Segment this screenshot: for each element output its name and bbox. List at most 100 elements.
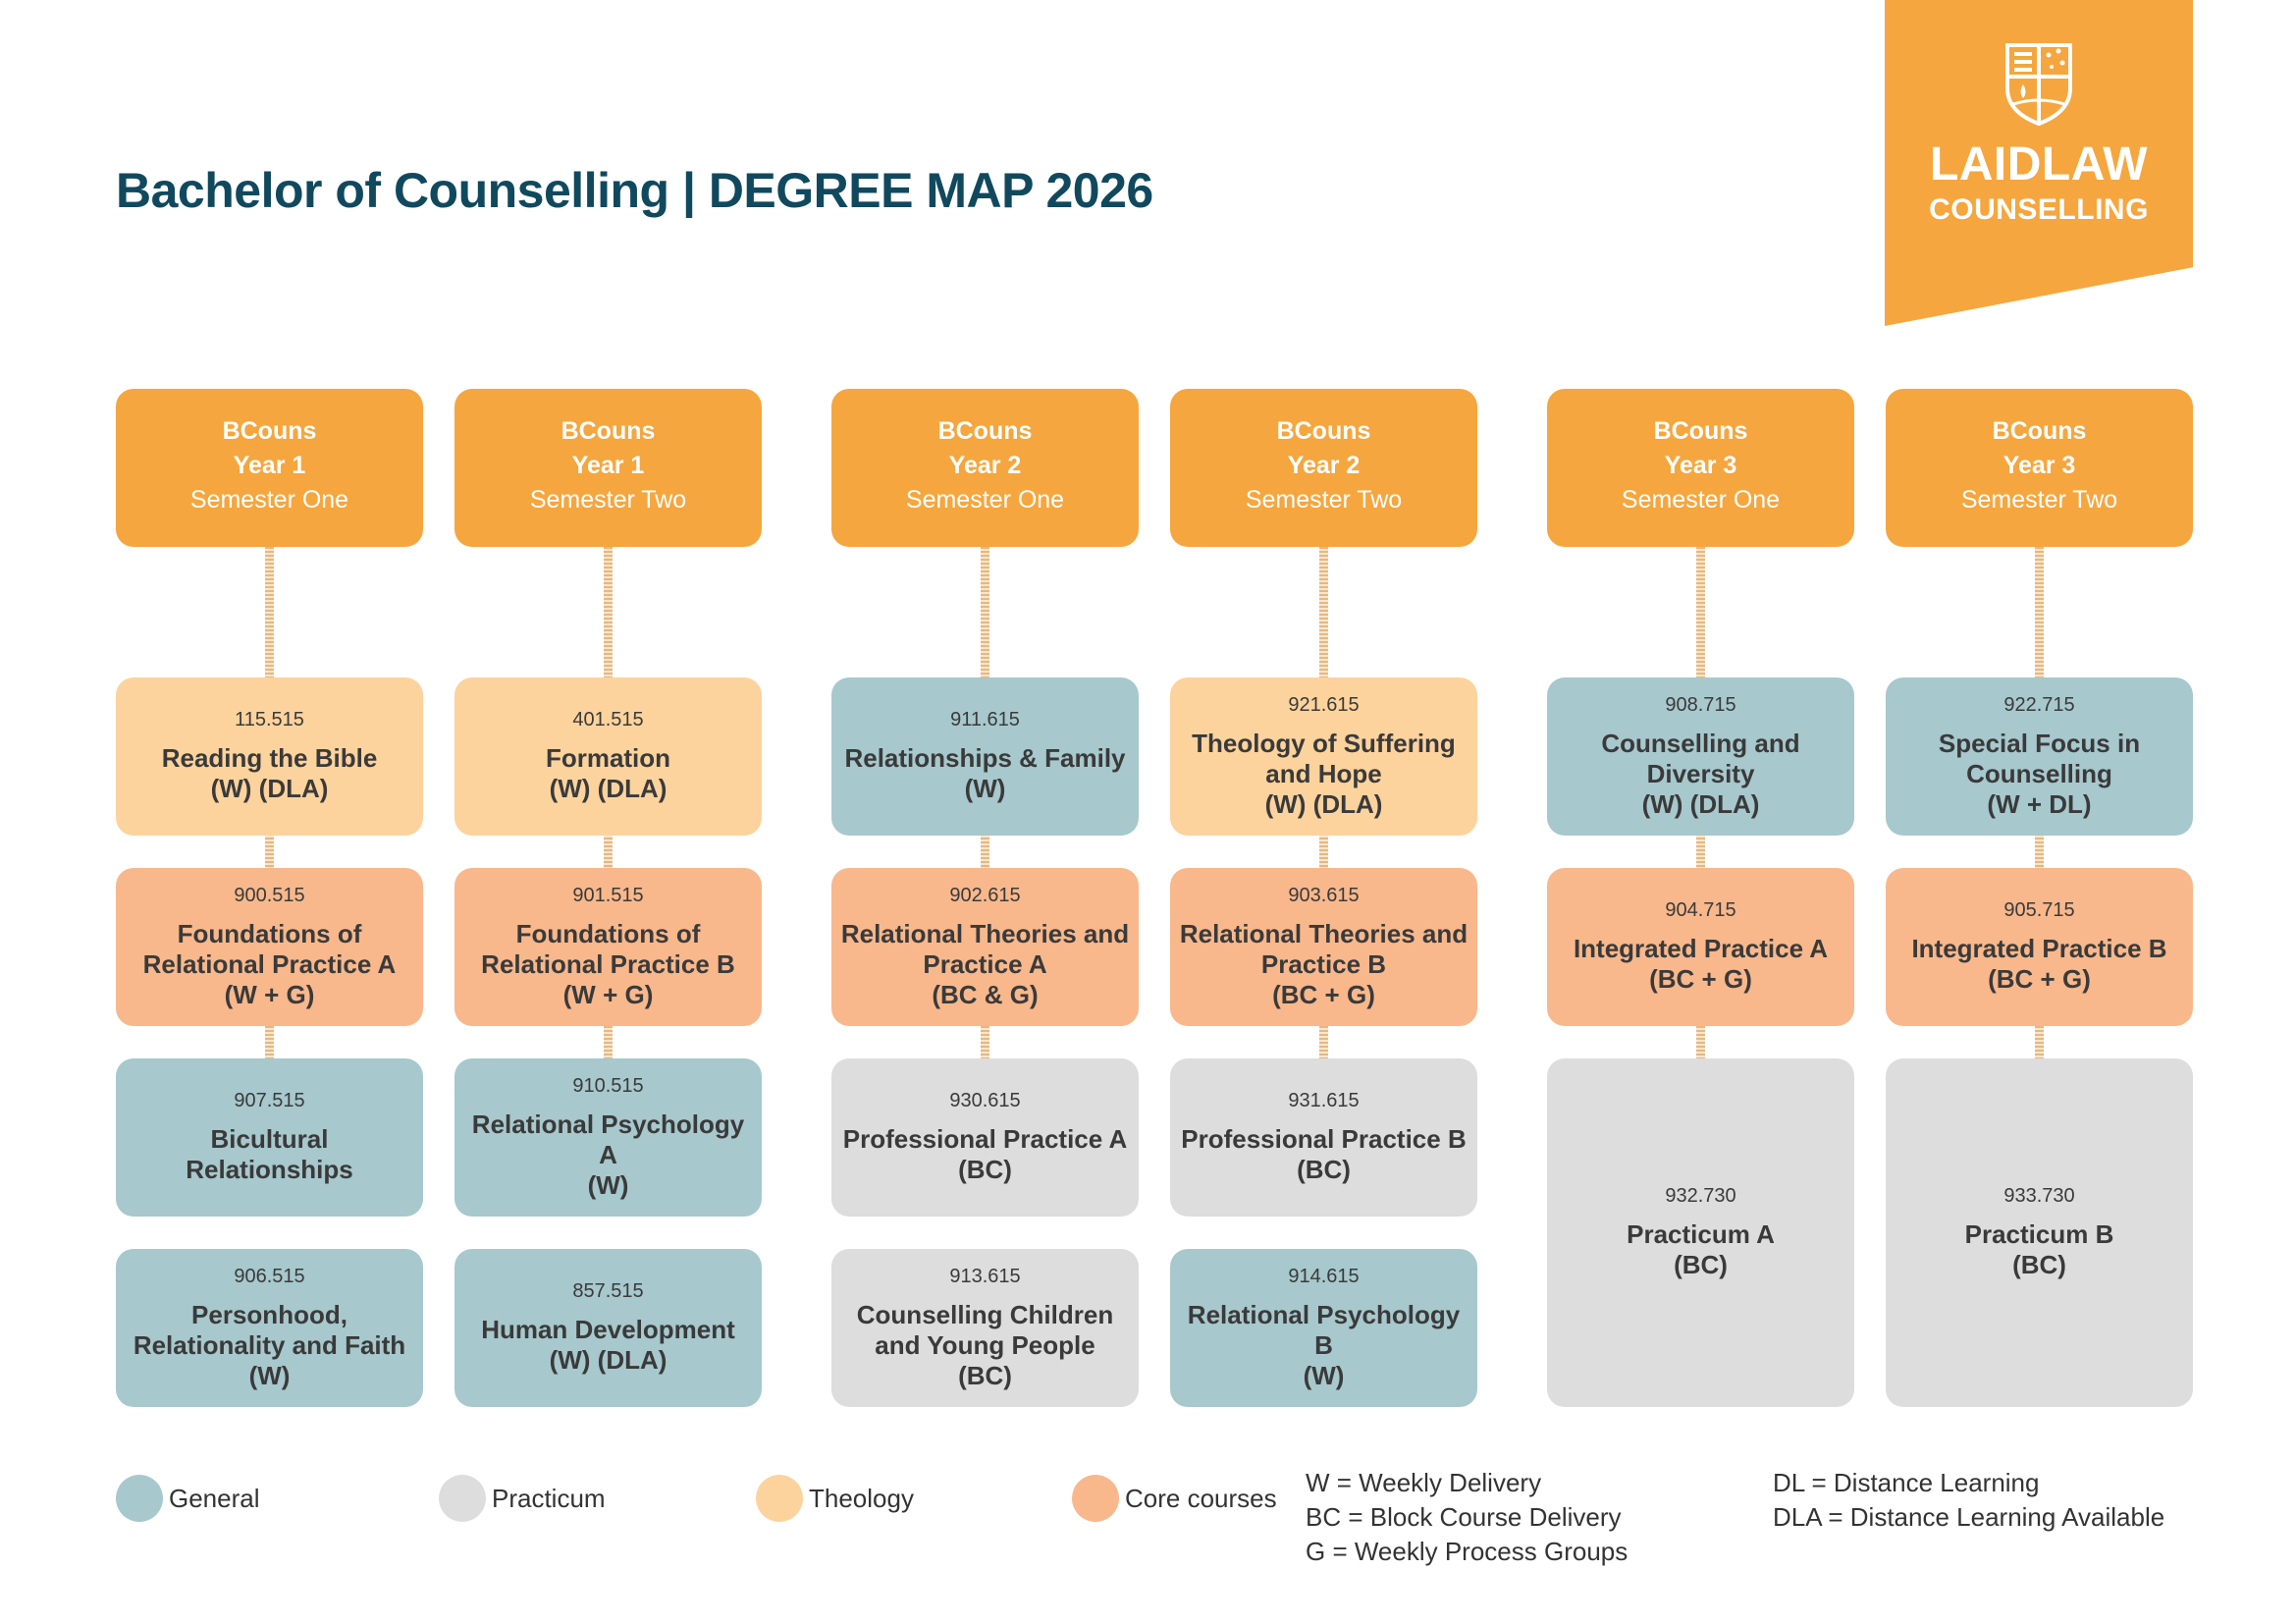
legend-label: General (169, 1483, 260, 1513)
legend-label: Theology (809, 1483, 914, 1513)
course-name: Foundations of Relational Practice A (142, 918, 397, 979)
laidlaw-logo: LAIDLAW COUNSELLING (1885, 0, 2193, 326)
course-delivery: (W) (1303, 1360, 1345, 1390)
header-year: Year 2 (948, 452, 1022, 479)
course-card: 913.615 Counselling Children and Young P… (831, 1249, 1139, 1407)
header-year: Year 1 (571, 452, 645, 479)
legend-swatch-core (1072, 1475, 1119, 1522)
course-name: Practicum A (1627, 1219, 1775, 1249)
course-card: 903.615 Relational Theories and Practice… (1170, 868, 1477, 1026)
course-code: 914.615 (1288, 1265, 1360, 1287)
course-code: 901.515 (572, 884, 644, 906)
header-semester: Semester Two (1245, 486, 1403, 514)
header-semester: Semester Two (529, 486, 687, 514)
legend-swatch-practicum (439, 1475, 486, 1522)
crest-icon (2005, 43, 2072, 127)
course-delivery: (W) (248, 1360, 291, 1390)
course-name: Counselling Children and Young People (856, 1299, 1114, 1360)
logo-line2: COUNSELLING (1929, 193, 2149, 226)
course-code: 933.730 (2003, 1185, 2075, 1207)
course-code: 931.615 (1288, 1090, 1360, 1111)
course-code: 913.615 (949, 1265, 1021, 1287)
course-delivery: (W) (587, 1169, 629, 1200)
course-name: Relationships & Family (844, 743, 1126, 773)
key-item: G = Weekly Process Groups (1306, 1537, 1629, 1566)
course-delivery: (BC & G) (932, 979, 1039, 1009)
course-name: Theology of Suffering and Hope (1192, 728, 1456, 788)
course-code: 930.615 (949, 1090, 1021, 1111)
course-card: 115.515 Reading the Bible (W) (DLA) (116, 677, 423, 836)
course-delivery: (W) (DLA) (549, 1345, 667, 1375)
course-card: 933.730 Practicum B (BC) (1886, 1058, 2193, 1407)
course-code: 900.515 (234, 884, 305, 906)
course-name: Special Focus in Counselling (1938, 728, 2141, 788)
course-name: Relational Psychology A (471, 1109, 745, 1169)
course-name: Professional Practice A (842, 1124, 1128, 1154)
legend-general: General (116, 1474, 260, 1523)
course-name: Human Development (481, 1315, 735, 1344)
course-name: Relational Psychology B (1187, 1299, 1461, 1360)
course-name: Foundations of Relational Practice B (481, 918, 735, 979)
course-name: Relational Theories and Practice B (1179, 918, 1468, 979)
course-delivery: (BC + G) (1272, 979, 1375, 1009)
course-name: Counselling and Diversity (1601, 728, 1800, 788)
course-card: 914.615 Relational Psychology B (W) (1170, 1249, 1477, 1407)
key-item: BC = Block Course Delivery (1306, 1502, 1622, 1532)
course-card: 922.715 Special Focus in Counselling (W … (1886, 677, 2193, 836)
course-card: 401.515 Formation (W) (DLA) (454, 677, 762, 836)
legend-core: Core courses (1072, 1474, 1277, 1523)
semester-header: BCouns Year 2 Semester One (831, 389, 1139, 547)
course-code: 911.615 (950, 709, 1020, 731)
course-name: Professional Practice B (1181, 1124, 1467, 1154)
course-name: Bicultural Relationships (186, 1124, 353, 1184)
delivery-key-right: DL = Distance Learning DLA = Distance Le… (1773, 1466, 2164, 1535)
header-year: Year 2 (1287, 452, 1361, 479)
course-code: 908.715 (1665, 693, 1736, 716)
header-program: BCouns (222, 417, 317, 445)
header-year: Year 3 (2002, 452, 2076, 479)
header-program: BCouns (561, 417, 656, 445)
course-name: Personhood, Relationality and Faith (133, 1299, 406, 1360)
header-program: BCouns (937, 417, 1033, 445)
course-code: 910.515 (572, 1074, 644, 1097)
course-card: 900.515 Foundations of Relational Practi… (116, 868, 423, 1026)
legend-swatch-theology (756, 1475, 803, 1522)
course-delivery: (W) (DLA) (549, 774, 667, 803)
key-item: DL = Distance Learning (1773, 1468, 2040, 1497)
course-card: 907.515 Bicultural Relationships (116, 1058, 423, 1217)
course-code: 932.730 (1665, 1185, 1736, 1207)
key-item: W = Weekly Delivery (1306, 1468, 1542, 1497)
course-delivery: (BC + G) (1988, 964, 2091, 994)
header-semester: Semester Two (1960, 486, 2118, 514)
course-delivery: (W + G) (562, 979, 654, 1009)
course-delivery: (BC) (958, 1360, 1012, 1390)
page-title: Bachelor of Counselling | DEGREE MAP 202… (116, 163, 1153, 218)
header-semester: Semester One (1621, 486, 1781, 514)
course-code: 904.715 (1665, 899, 1736, 921)
course-name: Integrated Practice B (1911, 934, 2167, 963)
header-semester: Semester One (905, 486, 1065, 514)
header-program: BCouns (1992, 417, 2087, 445)
course-card: 857.515 Human Development (W) (DLA) (454, 1249, 762, 1407)
course-card: 930.615 Professional Practice A (BC) (831, 1058, 1139, 1217)
legend-practicum: Practicum (439, 1474, 606, 1523)
legend-swatch-general (116, 1475, 163, 1522)
delivery-key-left: W = Weekly Delivery BC = Block Course De… (1306, 1466, 1628, 1569)
course-card: 910.515 Relational Psychology A (W) (454, 1058, 762, 1217)
course-card: 905.715 Integrated Practice B (BC + G) (1886, 868, 2193, 1026)
course-card: 902.615 Relational Theories and Practice… (831, 868, 1139, 1026)
course-code: 907.515 (234, 1090, 305, 1111)
course-code: 906.515 (234, 1265, 305, 1287)
header-semester: Semester One (189, 486, 349, 514)
course-card: 908.715 Counselling and Diversity (W) (D… (1547, 677, 1854, 836)
course-code: 857.515 (572, 1280, 644, 1302)
course-delivery: (W + DL) (1987, 788, 2092, 819)
course-card: 901.515 Foundations of Relational Practi… (454, 868, 762, 1026)
course-delivery: (W) (DLA) (210, 774, 329, 803)
course-name: Formation (545, 743, 671, 773)
course-delivery: (BC + G) (1649, 964, 1752, 994)
logo-line1: LAIDLAW (1929, 138, 2149, 190)
course-card: 911.615 Relationships & Family (W) (831, 677, 1139, 836)
course-name: Reading the Bible (161, 743, 378, 773)
course-card: 931.615 Professional Practice B (BC) (1170, 1058, 1477, 1217)
